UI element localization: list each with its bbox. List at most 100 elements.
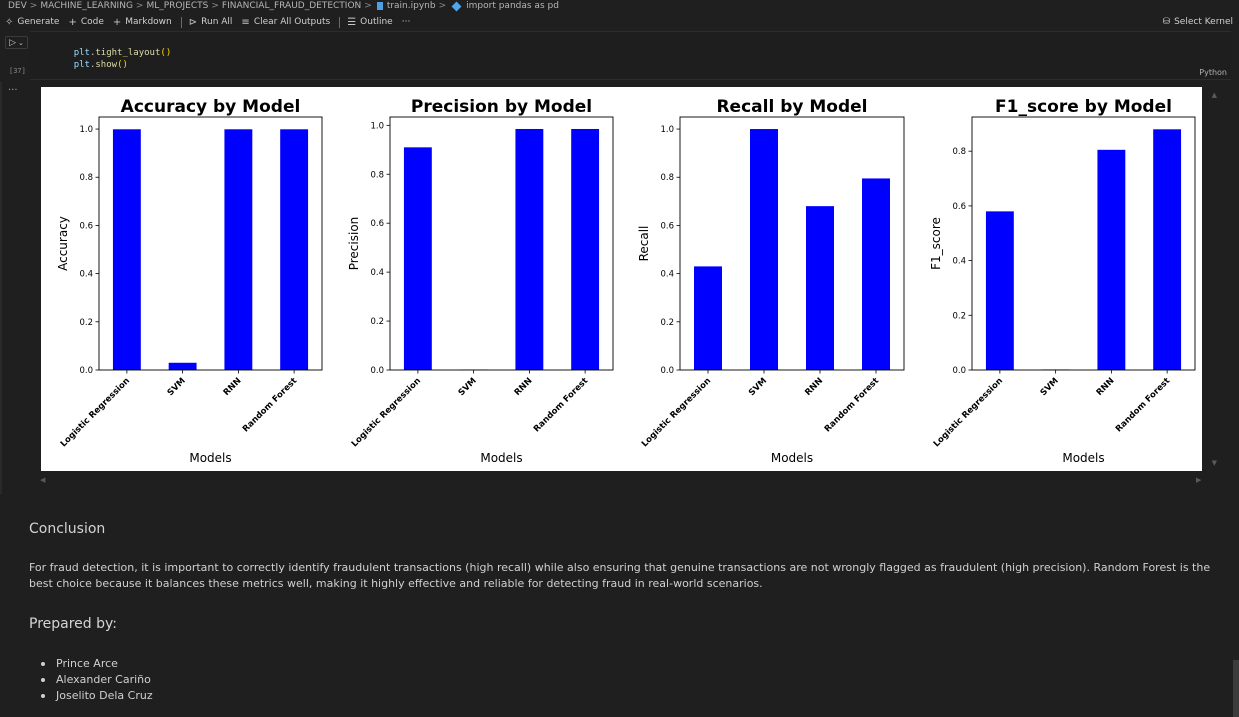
select-kernel-button[interactable]: ⛁ Select Kernel — [1163, 13, 1233, 31]
outline-button[interactable]: ☰ Outline — [347, 17, 393, 28]
code-token-parens: () — [160, 48, 172, 58]
cell-language-label[interactable]: Python — [1199, 68, 1227, 77]
y-tick-label: 0.0 — [370, 366, 384, 376]
x-tick-label: Random Forest — [1114, 376, 1172, 434]
breadcrumb-item-machine-learning[interactable]: MACHINE_LEARNING — [40, 1, 133, 11]
y-tick-label: 0.8 — [952, 147, 966, 157]
chevron-down-icon[interactable]: ⌄ — [18, 38, 24, 47]
notebook-file-icon — [376, 2, 383, 10]
bar-charts-figure: 0.0 0.2 0.4 0.6 0.8 1.0 Logistic Regression SVM… — [56, 97, 1196, 465]
code-cell-editor[interactable]: plt.tight_layout() plt.show() Python — [30, 31, 1231, 80]
toolbar-divider — [180, 16, 182, 28]
output-actions-button[interactable]: ··· — [8, 85, 18, 96]
scroll-up-icon[interactable]: ▲ — [1211, 91, 1217, 99]
chart-title: F1_score by Model — [995, 97, 1172, 117]
list-item: Joselito Dela Cruz — [29, 688, 1234, 704]
breadcrumb-separator: > — [211, 1, 219, 11]
run-all-button[interactable]: ⊳ Run All — [189, 17, 233, 28]
bar-logistic-regression — [985, 211, 1014, 370]
y-tick-label: 0.4 — [660, 270, 674, 280]
y-tick-label: 0.8 — [79, 173, 93, 183]
bar-random-forest — [280, 129, 309, 370]
list-item: Prince Arce — [29, 656, 1234, 672]
bar-svm — [168, 362, 197, 370]
y-tick-label: 0.4 — [370, 268, 384, 278]
y-axis-label: Precision — [347, 217, 361, 271]
breadcrumb-item-ml-projects[interactable]: ML_PROJECTS — [146, 1, 209, 11]
bar-random-forest — [862, 178, 890, 370]
more-actions-button[interactable]: ··· — [402, 17, 411, 27]
code-token-object: plt — [73, 48, 90, 58]
conclusion-text: For fraud detection, it is important to … — [29, 561, 1211, 590]
breadcrumb-item-dev[interactable]: DEV — [8, 1, 27, 11]
clear-all-icon: ≡ — [241, 16, 250, 28]
y-tick-label: 0.6 — [79, 221, 93, 231]
plot-frame — [679, 116, 905, 371]
x-axis-label: Models — [480, 451, 522, 465]
x-axis-label: Models — [189, 451, 231, 465]
add-markdown-button[interactable]: + Markdown — [113, 17, 172, 28]
chart-title: Accuracy by Model — [121, 97, 301, 117]
code-token-dot: . — [89, 48, 96, 58]
y-tick-label: 1.0 — [370, 121, 384, 131]
chart-title: Precision by Model — [411, 97, 592, 117]
clear-outputs-label: Clear All Outputs — [253, 17, 331, 27]
breadcrumb-item-file[interactable]: train.ipynb — [386, 1, 436, 11]
x-tick-label: RNN — [222, 376, 244, 398]
breadcrumb-item-symbol[interactable]: import pandas as pd — [466, 1, 559, 11]
plus-icon: + — [112, 16, 122, 28]
generate-button[interactable]: ✧ Generate — [5, 17, 59, 28]
chart-recall: 0.0 0.2 0.4 0.6 0.8 1.0 Logistic Regression SVM… — [637, 97, 905, 465]
plot-frame — [389, 116, 614, 371]
x-tick-label: Random Forest — [823, 376, 881, 434]
authors-list: Prince Arce Alexander Cariño Joselito De… — [29, 656, 1234, 704]
editor-scrollbar[interactable] — [1233, 660, 1239, 717]
code-line-1[interactable]: plt.tight_layout() — [52, 37, 172, 70]
bar-rnn — [1097, 149, 1126, 370]
scroll-down-icon[interactable]: ▼ — [1211, 459, 1217, 467]
scroll-left-icon[interactable]: ◀ — [40, 476, 46, 484]
list-item: Alexander Cariño — [29, 672, 1234, 688]
y-tick-label: 0.6 — [660, 221, 674, 231]
x-axis-label: Models — [771, 451, 813, 465]
bar-logistic-regression — [112, 129, 141, 370]
y-tick-label: 0.8 — [660, 173, 674, 183]
add-code-button[interactable]: + Code — [68, 17, 103, 28]
x-tick-label: RNN — [803, 376, 825, 398]
plot-frame — [971, 116, 1196, 371]
kernel-icon: ⛁ — [1162, 17, 1171, 27]
y-tick-label: 0.0 — [952, 366, 966, 376]
x-tick-label: SVM — [747, 376, 769, 398]
bar-rnn — [515, 128, 544, 370]
breadcrumb-item-project[interactable]: FINANCIAL_FRAUD_DETECTION — [221, 1, 362, 11]
code-token-parens: () — [117, 60, 128, 70]
y-axis-label: F1_score — [929, 217, 943, 270]
y-tick-label: 0.4 — [79, 270, 93, 280]
more-icon: ··· — [401, 17, 411, 27]
toolbar-divider — [339, 16, 341, 28]
y-tick-label: 0.2 — [79, 318, 93, 328]
code-token-object: plt — [73, 60, 90, 70]
code-token-dot: . — [89, 60, 96, 70]
run-all-icon: ⊳ — [188, 16, 198, 28]
x-tick-label: RNN — [513, 376, 535, 398]
y-tick-label: 0.2 — [370, 317, 384, 327]
code-line-2[interactable]: plt.show() — [52, 49, 128, 82]
breadcrumb-separator: > — [29, 1, 38, 11]
prepared-heading: Prepared by: — [29, 616, 117, 632]
plus-icon: + — [68, 16, 77, 28]
x-tick-label: SVM — [457, 376, 479, 398]
run-cell-button[interactable]: ▷ ⌄ — [5, 36, 28, 49]
scroll-right-icon[interactable]: ▶ — [1196, 476, 1202, 484]
code-token-function: tight_layout — [95, 48, 161, 58]
chart-accuracy: 0.0 0.2 0.4 0.6 0.8 1.0 Logistic Regression SVM… — [56, 97, 323, 465]
sparkle-icon: ✧ — [5, 16, 14, 28]
breadcrumb-separator: > — [438, 1, 447, 11]
list-icon: ☰ — [347, 16, 357, 28]
y-tick-label: 1.0 — [79, 125, 93, 135]
code-token-function: show — [95, 60, 118, 70]
plot-output-image: 0.0 0.2 0.4 0.6 0.8 1.0 Logistic Regression SVM… — [41, 87, 1202, 471]
y-axis-label: Recall — [637, 226, 651, 262]
y-tick-label: 0.2 — [952, 311, 966, 321]
clear-outputs-button[interactable]: ≡ Clear All Outputs — [241, 17, 330, 28]
